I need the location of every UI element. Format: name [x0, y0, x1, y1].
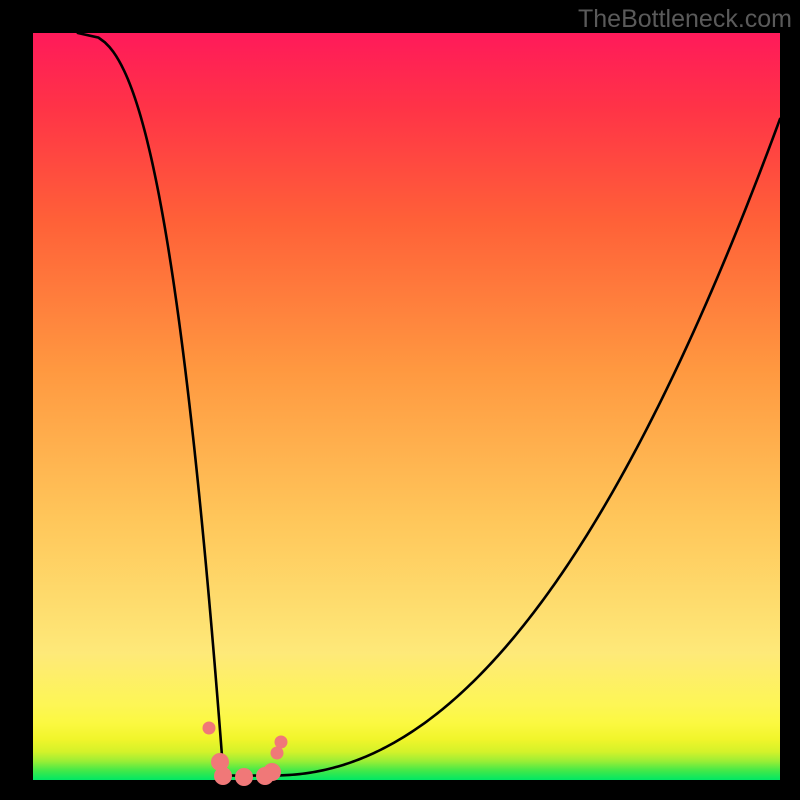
plot-area — [33, 33, 780, 780]
watermark-label: TheBottleneck.com — [578, 5, 792, 34]
curve-marker — [263, 763, 281, 781]
curve-marker — [235, 768, 253, 786]
chart-container: { "canvas": { "width": 800, "height": 80… — [0, 0, 800, 800]
curve-path — [78, 33, 780, 776]
curve-marker — [271, 747, 284, 760]
curve-marker — [275, 735, 288, 748]
curve-marker — [203, 721, 216, 734]
curve-marker — [214, 767, 232, 785]
bottleneck-curve — [33, 33, 780, 780]
